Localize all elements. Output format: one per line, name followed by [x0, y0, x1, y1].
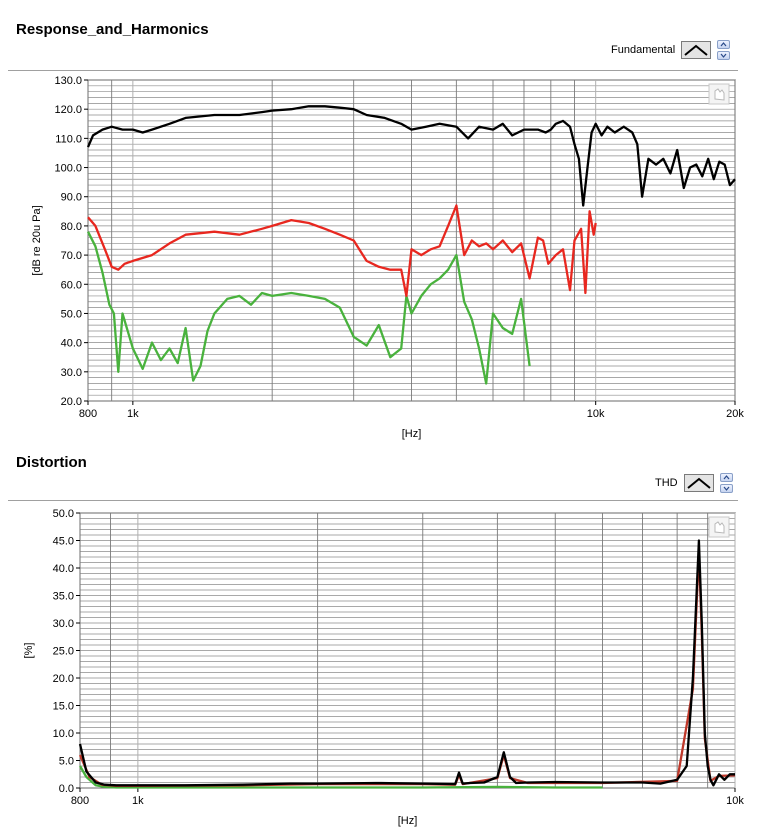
spin-down-icon[interactable] [719, 484, 733, 493]
x-tick-label: 800 [71, 795, 89, 807]
grid [87, 79, 736, 402]
y-tick-label: 20.0 [53, 673, 74, 685]
legend-spinner[interactable] [719, 473, 733, 493]
legend-thd[interactable]: THD [655, 473, 733, 493]
y-tick-label: 15.0 [53, 701, 74, 713]
y-axis-label: [dB re 20u Pa] [31, 205, 43, 275]
y-tick-label: 50.0 [61, 308, 82, 320]
y-tick-label: 50.0 [53, 508, 74, 520]
graph-palette-hand [714, 521, 725, 534]
chart-response: 20.0 30.0 40.0 50.0 60.0 70.0 80.0 90.0 100.0 110… [31, 75, 744, 440]
y-tick-label: 20.0 [61, 396, 82, 408]
graph-palette-hand [714, 88, 725, 101]
divider-bottom [8, 500, 738, 501]
y-tick-label: 90.0 [61, 192, 82, 204]
x-tick-label: 1k [132, 795, 144, 807]
series-line-3rd-harmonic [79, 765, 603, 789]
series-line-2nd-harmonic [87, 204, 597, 298]
x-tick-label: 1k [127, 408, 139, 420]
y-tick-label: 30.0 [61, 367, 82, 379]
x-tick-label: 10k [726, 795, 744, 807]
series-group [86, 105, 736, 385]
y-tick-label: 45.0 [53, 536, 74, 548]
line-style-icon[interactable] [681, 41, 712, 59]
y-tick-label: 130.0 [54, 75, 82, 87]
y-tick-label: 10.0 [53, 728, 74, 740]
y-tick-label: 110.0 [55, 133, 82, 145]
x-axis-label: [Hz] [402, 428, 422, 440]
y-axis-label: [%] [23, 643, 35, 659]
x-axis-label: [Hz] [398, 815, 418, 827]
y-tick-label: 60.0 [61, 279, 82, 291]
spin-up-icon[interactable] [717, 40, 731, 49]
legend-fundamental[interactable]: Fundamental [611, 40, 731, 60]
y-tick-label: 0.0 [59, 783, 74, 795]
series-group [78, 539, 736, 789]
y-tick-label: 70.0 [61, 250, 82, 262]
series-line-fundamental [86, 105, 736, 207]
divider-top [8, 70, 738, 71]
grid [79, 512, 736, 789]
x-tick-label: 10k [587, 408, 605, 420]
chart-title-distortion: Distortion [16, 454, 87, 471]
legend-label-fundamental: Fundamental [611, 44, 676, 56]
series-line-thd [78, 539, 735, 787]
series-line-3rd-harmonic [86, 231, 531, 385]
spin-up-icon[interactable] [719, 473, 733, 482]
legend-spinner[interactable] [717, 40, 731, 60]
y-tick-label: 25.0 [53, 646, 74, 658]
line-style-icon[interactable] [683, 474, 714, 492]
graph-palette-icon [708, 516, 730, 538]
chart-distortion: 0.0 5.0 10.0 15.0 20.0 25.0 30.0 35.0 40.0 45.0 50… [23, 508, 744, 827]
x-tick-label: 800 [79, 408, 97, 420]
y-tick-label: 30.0 [53, 618, 74, 630]
y-tick-label: 120.0 [54, 104, 82, 116]
y-tick-label: 40.0 [53, 563, 74, 575]
y-tick-label: 35.0 [53, 591, 74, 603]
x-tick-label: 20k [726, 408, 744, 420]
chart-title-response: Response_and_Harmonics [16, 21, 209, 38]
y-tick-label: 100.0 [54, 163, 82, 175]
y-tick-label: 80.0 [61, 221, 82, 233]
y-tick-label: 5.0 [59, 756, 74, 768]
legend-label-thd: THD [655, 477, 678, 489]
y-tick-label: 40.0 [61, 338, 82, 350]
graph-palette-icon [708, 83, 730, 105]
spin-down-icon[interactable] [717, 51, 731, 60]
